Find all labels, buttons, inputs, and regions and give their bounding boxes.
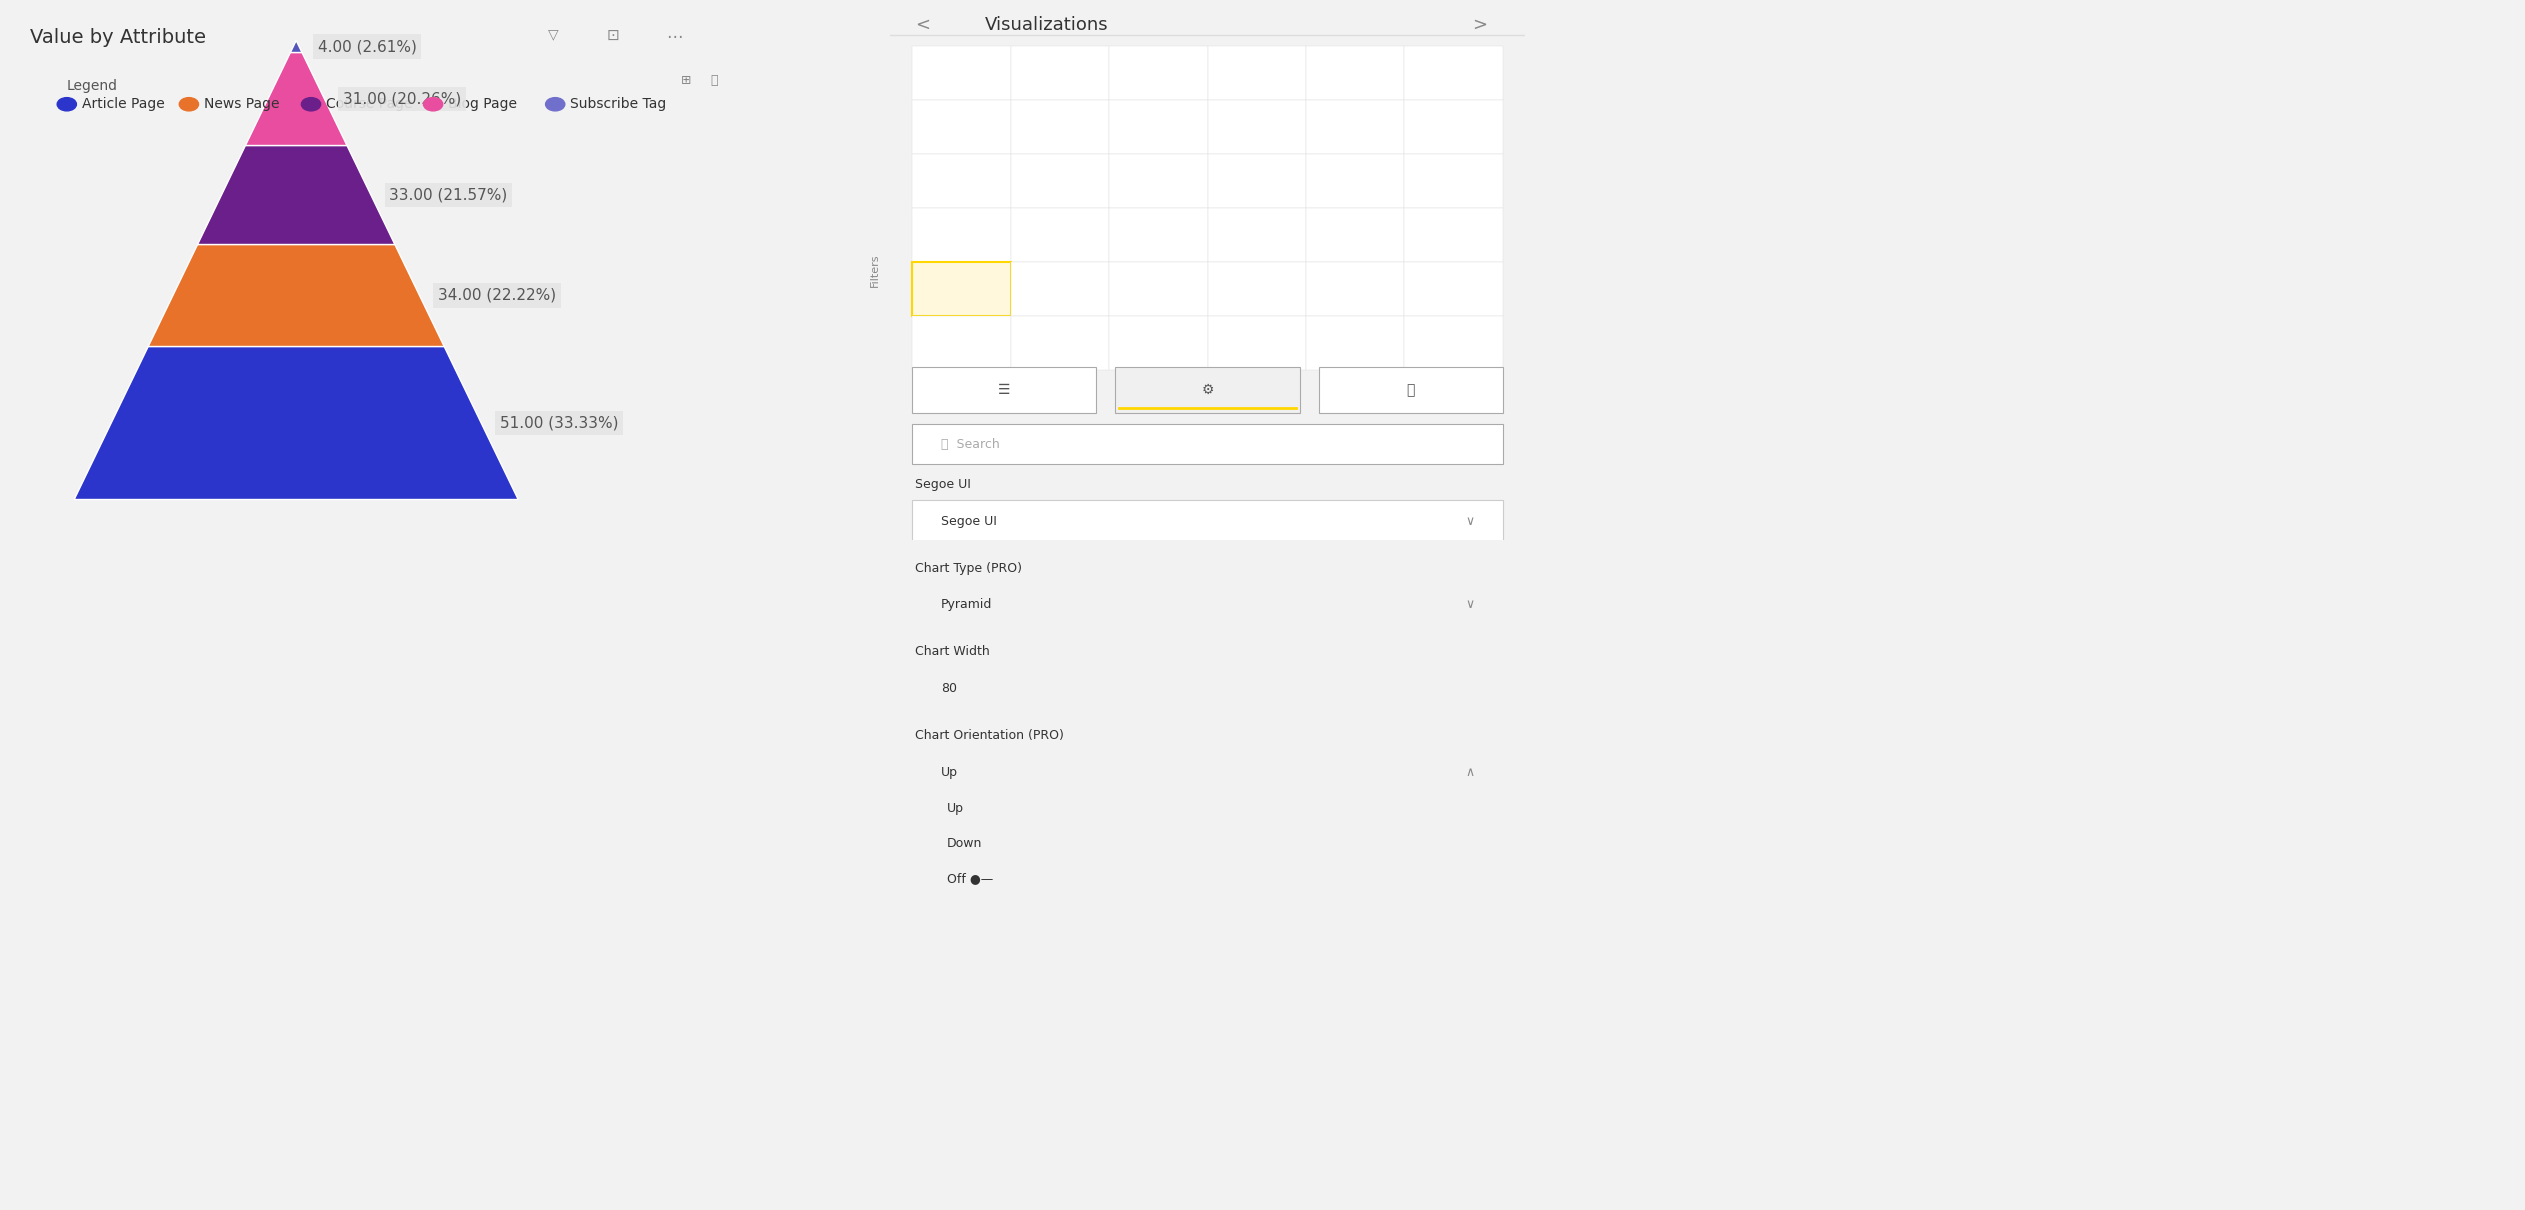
FancyBboxPatch shape: [917, 826, 1500, 862]
FancyBboxPatch shape: [1305, 208, 1404, 261]
Text: Legend: Legend: [66, 79, 119, 93]
FancyBboxPatch shape: [1108, 208, 1207, 261]
Text: Chart Orientation (PRO): Chart Orientation (PRO): [917, 728, 1063, 742]
FancyBboxPatch shape: [912, 100, 1010, 154]
FancyBboxPatch shape: [1108, 100, 1207, 154]
FancyBboxPatch shape: [1305, 154, 1404, 208]
FancyBboxPatch shape: [1404, 46, 1502, 100]
FancyBboxPatch shape: [1305, 100, 1404, 154]
Text: Segoe UI: Segoe UI: [942, 514, 997, 528]
Text: ∨: ∨: [1464, 514, 1475, 528]
Text: Filters: Filters: [869, 253, 879, 287]
Polygon shape: [73, 346, 518, 500]
Text: 33.00 (21.57%): 33.00 (21.57%): [389, 188, 508, 202]
FancyBboxPatch shape: [912, 583, 1502, 627]
Text: Down: Down: [947, 837, 982, 851]
Polygon shape: [290, 40, 303, 52]
Text: Value by Attribute: Value by Attribute: [30, 28, 207, 47]
Text: Subscribe Tag: Subscribe Tag: [571, 97, 667, 111]
FancyBboxPatch shape: [1207, 46, 1305, 100]
Text: Up: Up: [947, 802, 965, 816]
Text: 80: 80: [942, 682, 957, 695]
Text: >: >: [1472, 16, 1487, 34]
FancyBboxPatch shape: [917, 862, 1500, 897]
FancyBboxPatch shape: [912, 316, 1010, 370]
FancyBboxPatch shape: [917, 791, 1500, 826]
FancyBboxPatch shape: [1010, 316, 1108, 370]
FancyBboxPatch shape: [1108, 46, 1207, 100]
Text: Blog Page: Blog Page: [447, 97, 518, 111]
Text: ∧: ∧: [1464, 766, 1475, 779]
Text: Pyramid: Pyramid: [942, 598, 992, 611]
FancyBboxPatch shape: [912, 750, 1502, 794]
Circle shape: [300, 98, 321, 111]
Text: ▽: ▽: [548, 28, 558, 42]
Text: Up: Up: [942, 766, 957, 779]
FancyBboxPatch shape: [1108, 154, 1207, 208]
FancyBboxPatch shape: [912, 667, 1502, 710]
FancyBboxPatch shape: [1207, 154, 1305, 208]
Text: ⋯: ⋯: [667, 28, 682, 46]
FancyBboxPatch shape: [1207, 261, 1305, 316]
FancyBboxPatch shape: [1207, 208, 1305, 261]
FancyBboxPatch shape: [1404, 208, 1502, 261]
FancyBboxPatch shape: [1207, 316, 1305, 370]
FancyBboxPatch shape: [1207, 100, 1305, 154]
FancyBboxPatch shape: [912, 261, 1010, 316]
Circle shape: [179, 98, 199, 111]
Text: 🔍: 🔍: [1406, 384, 1414, 397]
Circle shape: [545, 98, 566, 111]
Text: Chart Width: Chart Width: [917, 645, 990, 658]
FancyBboxPatch shape: [1010, 208, 1108, 261]
Text: 4.00 (2.61%): 4.00 (2.61%): [318, 39, 417, 54]
Polygon shape: [245, 52, 346, 145]
Text: News Page: News Page: [205, 97, 280, 111]
FancyBboxPatch shape: [1108, 261, 1207, 316]
Text: Segoe UI: Segoe UI: [917, 478, 972, 491]
Text: 31.00 (20.26%): 31.00 (20.26%): [343, 92, 462, 106]
FancyBboxPatch shape: [1108, 316, 1207, 370]
Text: Article Page: Article Page: [81, 97, 164, 111]
Text: 34.00 (22.22%): 34.00 (22.22%): [437, 288, 556, 302]
FancyBboxPatch shape: [912, 208, 1010, 261]
Text: ☰: ☰: [997, 384, 1010, 397]
FancyBboxPatch shape: [1404, 154, 1502, 208]
Text: Off ●—: Off ●—: [947, 872, 992, 886]
Polygon shape: [149, 244, 444, 346]
FancyBboxPatch shape: [1116, 367, 1300, 413]
FancyBboxPatch shape: [1010, 100, 1108, 154]
Text: Visualizations: Visualizations: [985, 16, 1108, 34]
FancyBboxPatch shape: [1010, 46, 1108, 100]
Text: ∨: ∨: [1464, 598, 1475, 611]
FancyBboxPatch shape: [917, 791, 1500, 897]
FancyBboxPatch shape: [912, 424, 1502, 465]
FancyBboxPatch shape: [912, 367, 1096, 413]
Text: 51.00 (33.33%): 51.00 (33.33%): [500, 415, 619, 431]
Text: ⚙: ⚙: [1202, 384, 1215, 397]
FancyBboxPatch shape: [1404, 261, 1502, 316]
FancyBboxPatch shape: [1305, 261, 1404, 316]
Text: <: <: [917, 16, 929, 34]
Text: ⊡: ⊡: [606, 28, 619, 42]
Text: 🔍  Search: 🔍 Search: [942, 438, 1000, 450]
Circle shape: [58, 98, 76, 111]
FancyBboxPatch shape: [1010, 154, 1108, 208]
Text: Course Page: Course Page: [326, 97, 412, 111]
FancyBboxPatch shape: [912, 46, 1010, 100]
Polygon shape: [197, 145, 394, 244]
FancyBboxPatch shape: [1010, 261, 1108, 316]
FancyBboxPatch shape: [1404, 100, 1502, 154]
FancyBboxPatch shape: [1404, 316, 1502, 370]
Text: 🔒: 🔒: [710, 74, 717, 87]
Text: ⊞: ⊞: [682, 74, 692, 87]
FancyBboxPatch shape: [912, 500, 1502, 543]
FancyBboxPatch shape: [1305, 316, 1404, 370]
FancyBboxPatch shape: [912, 154, 1010, 208]
Circle shape: [424, 98, 442, 111]
FancyBboxPatch shape: [1318, 367, 1502, 413]
Text: Chart Type (PRO): Chart Type (PRO): [917, 561, 1023, 575]
FancyBboxPatch shape: [1305, 46, 1404, 100]
